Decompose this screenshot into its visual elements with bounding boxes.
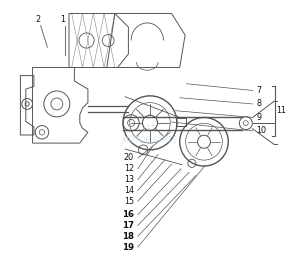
Text: 20: 20: [124, 153, 134, 163]
Text: 17: 17: [122, 221, 134, 230]
Bar: [176, 118, 186, 126]
Text: 2: 2: [35, 15, 40, 24]
Text: 12: 12: [124, 164, 134, 173]
Text: 8: 8: [256, 99, 261, 109]
Text: 10: 10: [256, 126, 266, 136]
Text: 19: 19: [122, 242, 134, 252]
Text: 15: 15: [124, 197, 134, 206]
Text: 9: 9: [256, 113, 261, 122]
Text: 11: 11: [276, 106, 286, 115]
Text: 1: 1: [61, 15, 66, 24]
Text: LET
MOTOR PARTS: LET MOTOR PARTS: [122, 125, 178, 145]
Text: 16: 16: [122, 210, 134, 219]
Text: 13: 13: [124, 175, 134, 184]
Text: 7: 7: [256, 86, 261, 95]
Text: 18: 18: [122, 232, 134, 241]
Text: 14: 14: [124, 186, 134, 195]
